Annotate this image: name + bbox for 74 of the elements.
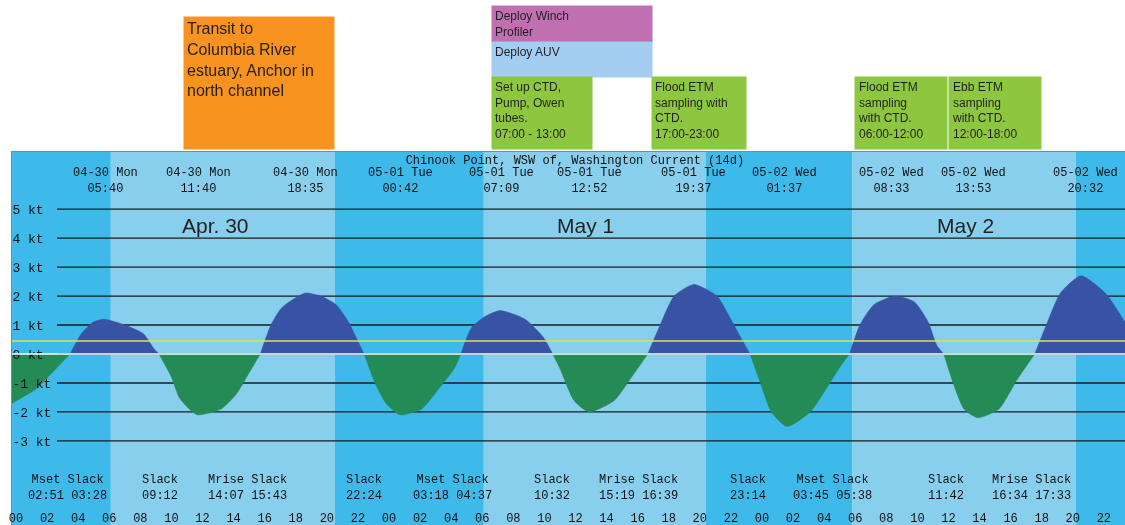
annotation: 05-01 Tue 00:42 bbox=[368, 166, 433, 196]
annotation: 04-30 Mon 05:40 bbox=[73, 166, 138, 196]
annotation: Slack 22:24 bbox=[346, 473, 383, 503]
text: Deploy Winch Profiler bbox=[495, 9, 570, 39]
x-tick-label: 08 bbox=[506, 512, 521, 525]
text: Ebb ETM sampling with CTD. 12:00-18:00 bbox=[952, 80, 1018, 141]
x-tick-label: 22 bbox=[723, 512, 739, 525]
text: Flood ETM sampling with CTD. 17:00-23:00 bbox=[655, 80, 728, 141]
y-tick-label: -2 kt bbox=[12, 405, 52, 421]
annotation: Apr. 30 bbox=[182, 214, 249, 237]
annotation: Slack 09:12 bbox=[142, 473, 179, 503]
text: Set up CTD, Pump, Owen tubes. 07:00 - 13:00 bbox=[495, 80, 567, 141]
x-tick-label: 06 bbox=[102, 512, 117, 525]
x-tick-label: 14 bbox=[226, 512, 241, 525]
x-tick-label: 16 bbox=[257, 512, 272, 525]
annotation: Mset Slack 02:51 03:28 bbox=[28, 473, 108, 503]
annotation: 05-01 Tue 19:37 bbox=[661, 166, 726, 196]
x-tick-label: 06 bbox=[475, 512, 490, 525]
x-tick-label: 10 bbox=[164, 512, 179, 525]
x-tick-label: 20 bbox=[319, 512, 335, 525]
annotation: 05-01 Tue 07:09 bbox=[469, 166, 534, 196]
x-tick-label: 00 bbox=[754, 512, 770, 525]
text: Flood ETM sampling with CTD. 06:00-12:00 bbox=[858, 80, 924, 141]
y-tick-label: 3 kt bbox=[12, 260, 44, 276]
x-tick-label: 20 bbox=[1065, 512, 1080, 525]
x-tick-label: 22 bbox=[350, 512, 366, 525]
x-tick-label: 10 bbox=[910, 512, 925, 525]
x-tick-label: 12 bbox=[568, 512, 583, 525]
x-tick-label: 10 bbox=[537, 512, 552, 525]
annotation: Mset Slack 03:45 05:38 bbox=[793, 473, 873, 503]
x-tick-label: 02 bbox=[412, 512, 428, 525]
text: Deploy AUV bbox=[495, 45, 560, 59]
annotation: 05-01 Tue 12:52 bbox=[557, 166, 622, 196]
x-tick-label: 02 bbox=[785, 512, 801, 525]
x-tick-label: 18 bbox=[661, 512, 676, 525]
x-tick-label: 14 bbox=[972, 512, 987, 525]
annotation: Mset Slack 03:18 04:37 bbox=[413, 473, 493, 503]
x-tick-label: 16 bbox=[1003, 512, 1018, 525]
x-tick-label: 00 bbox=[381, 512, 397, 525]
annotation: 05-02 Wed 20:32 bbox=[1053, 166, 1118, 196]
x-tick-label: 06 bbox=[848, 512, 863, 525]
y-tick-label: 5 kt bbox=[12, 202, 44, 218]
x-tick-label: 20 bbox=[692, 512, 708, 525]
annotation: Slack 23:14 bbox=[730, 473, 767, 503]
x-tick-label: 18 bbox=[288, 512, 303, 525]
annotation: Mrise Slack 16:34 17:33 bbox=[992, 473, 1072, 503]
x-tick-label: 08 bbox=[133, 512, 148, 525]
x-tick-label: 22 bbox=[1096, 512, 1112, 525]
x-tick-label: 04 bbox=[816, 512, 832, 525]
x-tick-label: 04 bbox=[443, 512, 459, 525]
x-tick-label: 16 bbox=[630, 512, 645, 525]
x-tick-label: 18 bbox=[1034, 512, 1049, 525]
annotation: 04-30 Mon 18:35 bbox=[273, 166, 338, 196]
annotation: Slack 11:42 bbox=[928, 473, 965, 503]
annotation: 05-02 Wed 08:33 bbox=[859, 166, 924, 196]
x-tick-label: 04 bbox=[71, 512, 86, 525]
x-tick-label: 14 bbox=[599, 512, 614, 525]
x-tick-label: 08 bbox=[879, 512, 894, 525]
text: Transit to Columbia River estuary, Anchor in north channel bbox=[187, 20, 314, 100]
annotation: 05-02 Wed 01:37 bbox=[752, 166, 817, 196]
annotation: 04-30 Mon 11:40 bbox=[166, 166, 231, 196]
annotation: Mrise Slack 15:19 16:39 bbox=[599, 473, 679, 503]
x-tick-label: 12 bbox=[195, 512, 210, 525]
y-tick-label: 4 kt bbox=[12, 231, 44, 247]
x-tick-label: 02 bbox=[39, 512, 55, 525]
annotation: May 1 bbox=[557, 214, 615, 237]
x-tick-label: 12 bbox=[941, 512, 956, 525]
annotation: May 2 bbox=[937, 214, 995, 237]
annotation: Slack 10:32 bbox=[534, 473, 571, 503]
annotation: 05-02 Wed 13:53 bbox=[941, 166, 1006, 196]
annotation: Mrise Slack 14:07 15:43 bbox=[208, 473, 288, 503]
y-tick-label: 1 kt bbox=[12, 318, 44, 334]
y-tick-label: -3 kt bbox=[12, 434, 52, 450]
y-tick-label: 2 kt bbox=[12, 289, 44, 305]
